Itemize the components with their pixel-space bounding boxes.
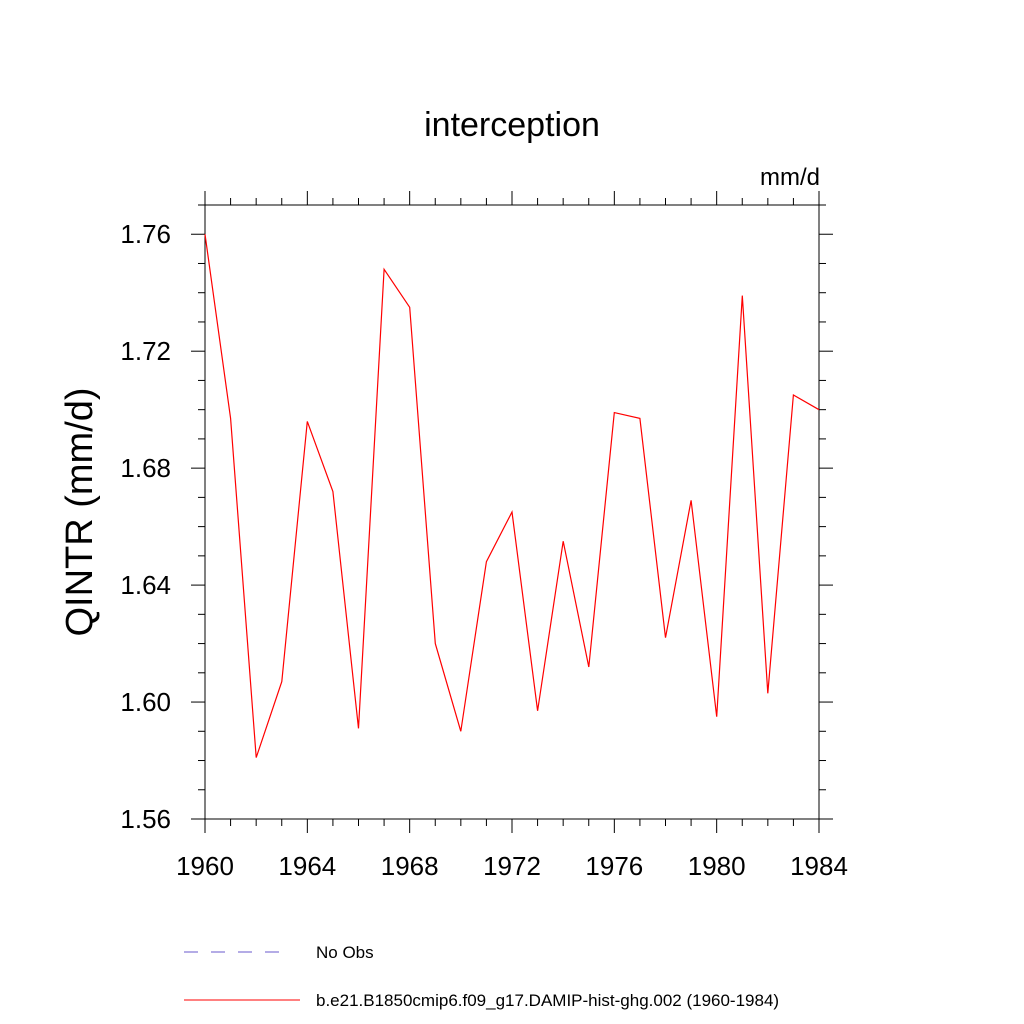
legend: No Obs b.e21.B1850cmip6.f09_g17.DAMIP-hi…: [184, 943, 779, 1010]
y-tick-label: 1.56: [120, 804, 171, 834]
x-tick-label: 1964: [278, 851, 336, 881]
y-tick-label: 1.68: [120, 453, 171, 483]
x-tick-label: 1960: [176, 851, 234, 881]
x-tick-label: 1972: [483, 851, 541, 881]
legend-label-series: b.e21.B1850cmip6.f09_g17.DAMIP-hist-ghg.…: [316, 991, 779, 1010]
legend-label-no-obs: No Obs: [316, 943, 374, 962]
series-layer: [204, 234, 820, 758]
x-tick-label: 1980: [688, 851, 746, 881]
y-axis-label: QINTR (mm/d): [59, 387, 101, 636]
chart-title: interception: [424, 106, 600, 144]
y-tick-label: 1.76: [120, 219, 171, 249]
units-label: mm/d: [760, 164, 820, 191]
y-tick-label: 1.72: [120, 336, 171, 366]
series-line: [204, 234, 820, 758]
y-tick-label: 1.60: [120, 687, 171, 717]
y-tick-label: 1.64: [120, 570, 171, 600]
x-tick-label: 1976: [585, 851, 643, 881]
x-tick-label: 1968: [381, 851, 439, 881]
x-tick-label: 1984: [790, 851, 848, 881]
axis-ticks: 1960 1964 1968 1972 1976 1980 1984 1.56 1.60 1.64…: [120, 191, 848, 881]
